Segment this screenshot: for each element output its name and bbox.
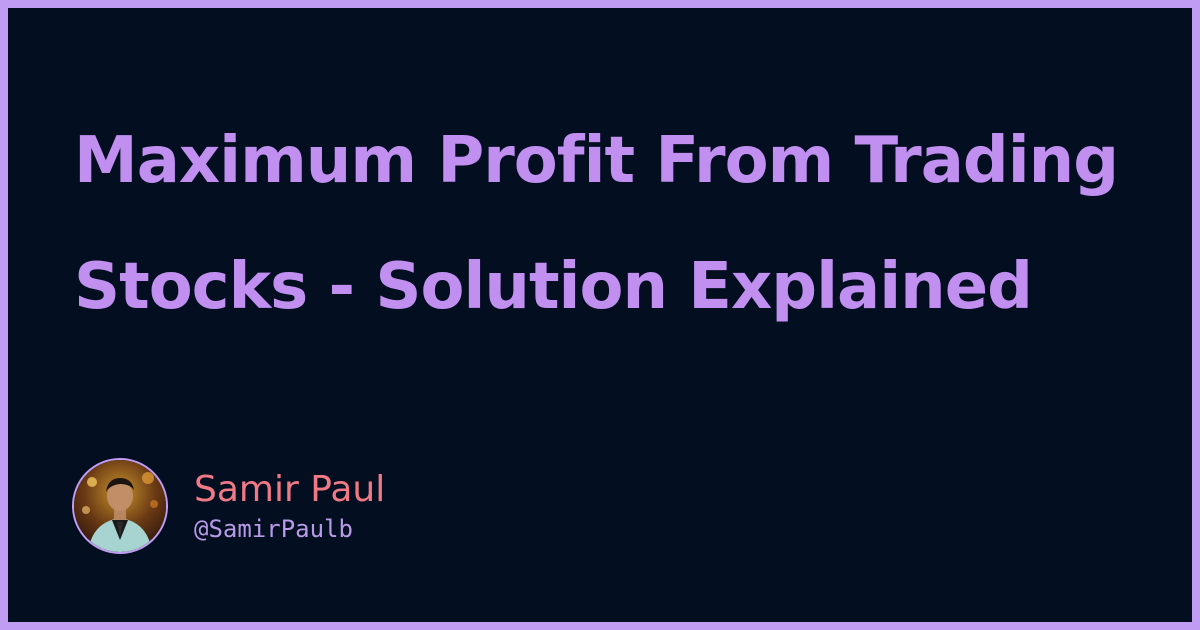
author-info: Samir Paul @SamirPaulb <box>194 467 385 545</box>
post-title: Maximum Profit From Trading Stocks - Sol… <box>74 124 1119 324</box>
author-avatar <box>72 458 168 554</box>
avatar-photo <box>74 460 166 552</box>
author-handle: @SamirPaulb <box>194 515 353 543</box>
author-name: Samir Paul <box>194 469 386 510</box>
author-block: Samir Paul @SamirPaulb <box>72 458 385 554</box>
og-card: Maximum Profit From Trading Stocks - Sol… <box>8 8 1192 622</box>
